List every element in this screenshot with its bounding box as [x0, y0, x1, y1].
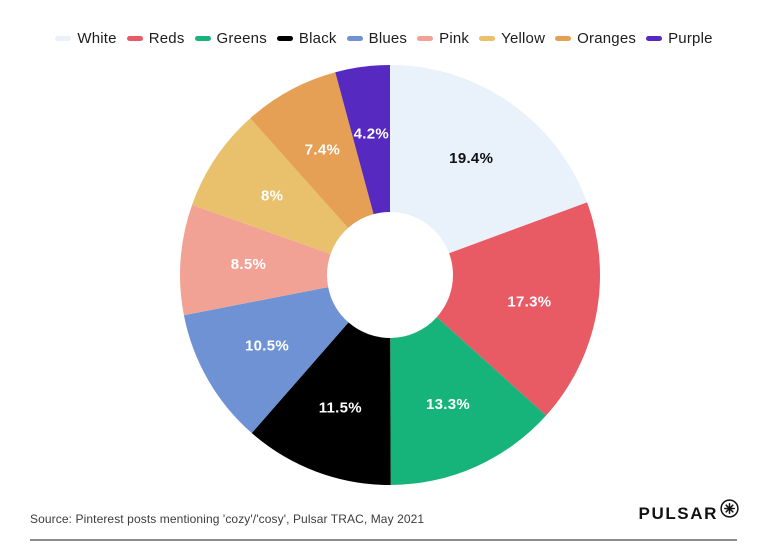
pie-slice-reds[interactable] [436, 202, 601, 416]
pie-slice-white[interactable] [390, 65, 588, 254]
pie-slice-oranges[interactable] [250, 72, 374, 228]
legend-label: Blues [368, 30, 408, 47]
slice-label-greens: 13.3% [426, 396, 470, 413]
legend-swatch-blues [346, 36, 363, 41]
slice-label-blues: 10.5% [245, 337, 289, 354]
pulsar-logo-text: PULSAR [638, 504, 718, 523]
legend-swatch-greens [194, 36, 211, 41]
pie-slice-greens[interactable] [390, 317, 547, 485]
slice-label-white: 19.4% [449, 150, 493, 167]
legend-label: Yellow [501, 30, 546, 47]
legend-label: White [77, 30, 117, 47]
pie-slice-yellow[interactable] [192, 118, 349, 254]
slice-label-oranges: 7.4% [305, 142, 340, 159]
legend-swatch-black [276, 36, 293, 41]
pulsar-asterisk-icon [720, 499, 739, 518]
legend-swatch-reds [126, 36, 143, 41]
slice-label-yellow: 8% [261, 187, 283, 204]
legend-item-blues[interactable]: Blues [346, 30, 408, 47]
legend-label: Reds [148, 30, 185, 47]
legend-swatch-pink [417, 36, 434, 41]
chart-legend: White Reds Greens Black Blues Pink Yellow Orang… [0, 30, 768, 47]
source-note: Source: Pinterest posts mentioning 'cozy… [30, 512, 425, 526]
slice-label-pink: 8.5% [231, 256, 266, 273]
legend-item-pink[interactable]: Pink [417, 30, 469, 47]
legend-item-white[interactable]: White [55, 30, 117, 47]
legend-swatch-purple [646, 36, 663, 41]
legend-label: Black [298, 30, 337, 47]
legend-label: Oranges [577, 30, 637, 47]
legend-label: Pink [439, 30, 470, 47]
legend-item-reds[interactable]: Reds [126, 30, 185, 47]
legend-item-oranges[interactable]: Oranges [555, 30, 636, 47]
pie-slice-pink[interactable] [180, 204, 331, 316]
slice-label-reds: 17.3% [507, 293, 551, 310]
pulsar-logo: PULSAR [639, 498, 741, 524]
footer-divider [30, 539, 737, 541]
legend-item-greens[interactable]: Greens [194, 30, 267, 47]
pie-slice-purple[interactable] [335, 65, 390, 215]
legend-label: Greens [216, 30, 267, 47]
legend-item-yellow[interactable]: Yellow [479, 30, 545, 47]
slice-label-black: 11.5% [319, 400, 362, 417]
legend-label: Purple [668, 30, 713, 47]
legend-swatch-yellow [479, 36, 496, 41]
legend-item-purple[interactable]: Purple [646, 30, 713, 47]
legend-swatch-oranges [555, 36, 572, 41]
pie-slice-blues[interactable] [183, 287, 349, 434]
pie-slice-black[interactable] [251, 322, 391, 486]
slice-label-purple: 4.2% [354, 126, 389, 143]
legend-item-black[interactable]: Black [276, 30, 337, 47]
legend-swatch-white [55, 36, 72, 41]
